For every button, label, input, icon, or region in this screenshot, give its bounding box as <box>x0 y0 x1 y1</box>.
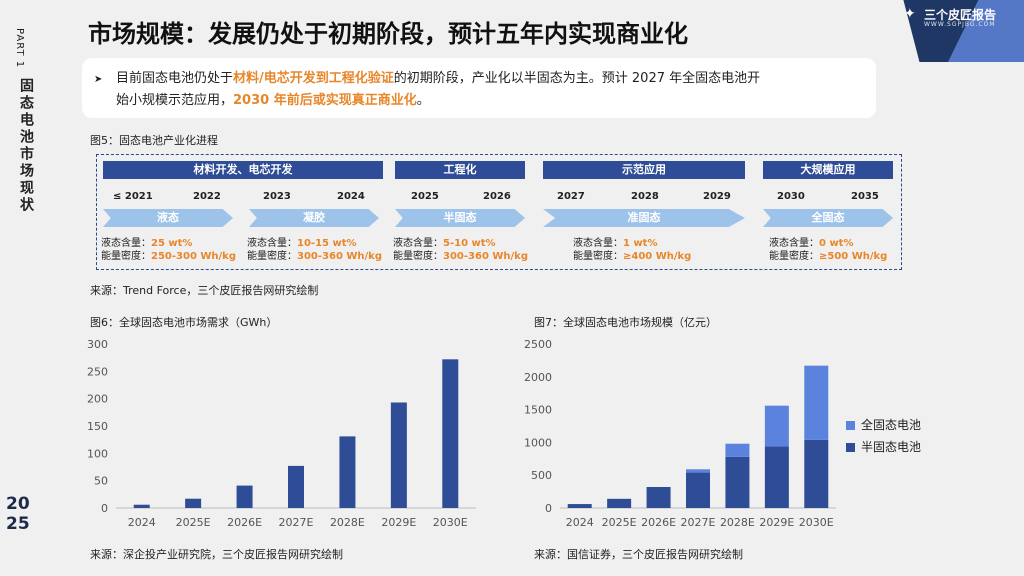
year-label: 2024 <box>337 191 365 202</box>
band-4: 大规模应用 <box>763 161 893 179</box>
x-tick-label: 2026E <box>641 516 676 529</box>
industrialization-timeline: 材料开发、电芯开发 工程化 示范应用 大规模应用 ≤ 2021 2022 202… <box>96 154 902 270</box>
y-tick-label: 250 <box>87 365 108 378</box>
year-bottom: 25 <box>6 514 30 534</box>
callout-line-1: 目前固态电池仍处于材料/电芯开发到工程化验证的初期阶段，产业化以半固态为主。预计… <box>116 71 761 86</box>
spec-semi-solid: 液态含量：5-10 wt% 能量密度：300-360 Wh/kg <box>393 238 528 262</box>
spec-all-solid: 液态含量：0 wt% 能量密度：≥500 Wh/kg <box>769 238 888 262</box>
fig5-source: 来源：Trend Force，三个皮匠报告网研究绘制 <box>90 284 319 297</box>
spec-liquid: 液态含量：25 wt% 能量密度：250-300 Wh/kg <box>101 238 236 262</box>
stage-gel: 凝胶 <box>249 209 379 227</box>
year-mark: 20 25 <box>6 494 30 534</box>
y-tick-label: 2500 <box>524 338 552 351</box>
x-tick-label: 2025E <box>602 516 637 529</box>
y-tick-label: 2000 <box>524 371 552 384</box>
y-tick-label: 0 <box>101 502 108 515</box>
x-tick-label: 2030E <box>433 516 468 529</box>
x-tick-label: 2029E <box>759 516 794 529</box>
band-3: 示范应用 <box>543 161 745 179</box>
x-tick-label: 2024 <box>566 516 594 529</box>
x-tick-label: 2028E <box>330 516 365 529</box>
bar-all-solid <box>725 443 750 457</box>
logo: ✦ 三个皮匠报告 WWW.SGPJBG.COM <box>890 0 1024 62</box>
band-2: 工程化 <box>395 161 525 179</box>
bar <box>133 504 150 508</box>
bar-all-solid <box>686 469 710 473</box>
x-tick-label: 2026E <box>227 516 262 529</box>
bar <box>185 498 202 508</box>
side-bar: PART 1 固态电池市场现状 20 25 <box>0 0 46 576</box>
bar <box>288 465 304 508</box>
logo-icon: ✦ <box>904 6 916 22</box>
fig5-label: 图5：固态电池产业化进程 <box>90 134 218 147</box>
year-label: 2029 <box>703 191 731 202</box>
bar-semi-solid <box>567 504 592 508</box>
part-label: PART 1 <box>14 28 25 69</box>
year-label: 2022 <box>193 191 221 202</box>
x-tick-label: 2029E <box>381 516 416 529</box>
year-label: ≤ 2021 <box>113 191 153 202</box>
y-tick-label: 0 <box>545 502 552 515</box>
year-label: 2026 <box>483 191 511 202</box>
x-tick-label: 2030E <box>799 516 834 529</box>
fig6-label: 图6：全球固态电池市场需求（GWh） <box>90 316 278 329</box>
legend-swatch <box>846 421 855 430</box>
legend-swatch <box>846 443 855 452</box>
bar-semi-solid <box>804 439 829 508</box>
fig7-source: 来源：国信证券，三个皮匠报告网研究绘制 <box>534 548 743 561</box>
fig6-source: 来源：深企投产业研究院，三个皮匠报告网研究绘制 <box>90 548 343 561</box>
callout-line-2: 始小规模示范应用，2030 年前后或实现真正商业化。 <box>116 93 430 108</box>
y-tick-label: 1000 <box>524 436 552 449</box>
logo-name: 三个皮匠报告 <box>924 8 997 22</box>
y-tick-label: 50 <box>94 475 108 488</box>
legend-item-semi-solid: 半固态电池 <box>846 438 921 455</box>
year-label: 2025 <box>411 191 439 202</box>
year-label: 2028 <box>631 191 659 202</box>
fig7-label: 图7：全球固态电池市场规模（亿元） <box>534 316 717 329</box>
bar <box>442 359 459 508</box>
bar-semi-solid <box>686 472 710 508</box>
x-tick-label: 2024 <box>128 516 156 529</box>
spec-gel: 液态含量：10-15 wt% 能量密度：300-360 Wh/kg <box>247 238 382 262</box>
year-label: 2023 <box>263 191 291 202</box>
bar <box>390 402 407 508</box>
bar-semi-solid <box>646 487 671 508</box>
demand-bar-chart: 0 50 100 150 200 250 300 2024 2025E 2026E 2027E 202… <box>87 338 476 529</box>
y-tick-label: 1500 <box>524 404 552 417</box>
band-1: 材料开发、电芯开发 <box>103 161 383 179</box>
x-tick-label: 2025E <box>176 516 211 529</box>
bar-all-solid <box>764 405 789 447</box>
stage-semi-solid: 半固态 <box>395 209 525 227</box>
bar-semi-solid <box>725 456 750 508</box>
bar-all-solid <box>804 365 829 440</box>
x-tick-label: 2027E <box>681 516 716 529</box>
bar <box>339 436 356 508</box>
y-tick-label: 150 <box>87 420 108 433</box>
year-top: 20 <box>6 494 30 514</box>
bar-semi-solid <box>607 498 632 508</box>
stage-all-solid: 全固态 <box>763 209 893 227</box>
y-tick-label: 200 <box>87 393 108 406</box>
logo-url: WWW.SGPJBG.COM <box>924 21 996 28</box>
y-tick-label: 500 <box>531 469 552 482</box>
year-label: 2027 <box>557 191 585 202</box>
bullet-arrow-icon: ➤ <box>94 74 103 85</box>
year-label: 2035 <box>851 191 879 202</box>
x-tick-label: 2028E <box>720 516 755 529</box>
stage-liquid: 液态 <box>103 209 233 227</box>
spec-quasi-solid: 液态含量：1 wt% 能量密度：≥400 Wh/kg <box>573 238 692 262</box>
legend-item-all-solid: 全固态电池 <box>846 416 921 433</box>
x-tick-label: 2027E <box>279 516 314 529</box>
section-title: 固态电池市场现状 <box>18 78 34 214</box>
summary-callout: ➤ 目前固态电池仍处于材料/电芯开发到工程化验证的初期阶段，产业化以半固态为主。… <box>82 58 876 118</box>
market-size-stacked-chart: 0 500 1000 1500 2000 2500 2024 2025E 2026E 2027E 2… <box>524 338 836 529</box>
page-title: 市场规模：发展仍处于初期阶段，预计五年内实现商业化 <box>88 20 688 48</box>
y-tick-label: 300 <box>87 338 108 351</box>
bar <box>236 485 253 508</box>
bar-semi-solid <box>764 446 789 508</box>
stage-quasi-solid: 准固态 <box>543 209 745 227</box>
y-tick-label: 100 <box>87 447 108 460</box>
year-label: 2030 <box>777 191 805 202</box>
